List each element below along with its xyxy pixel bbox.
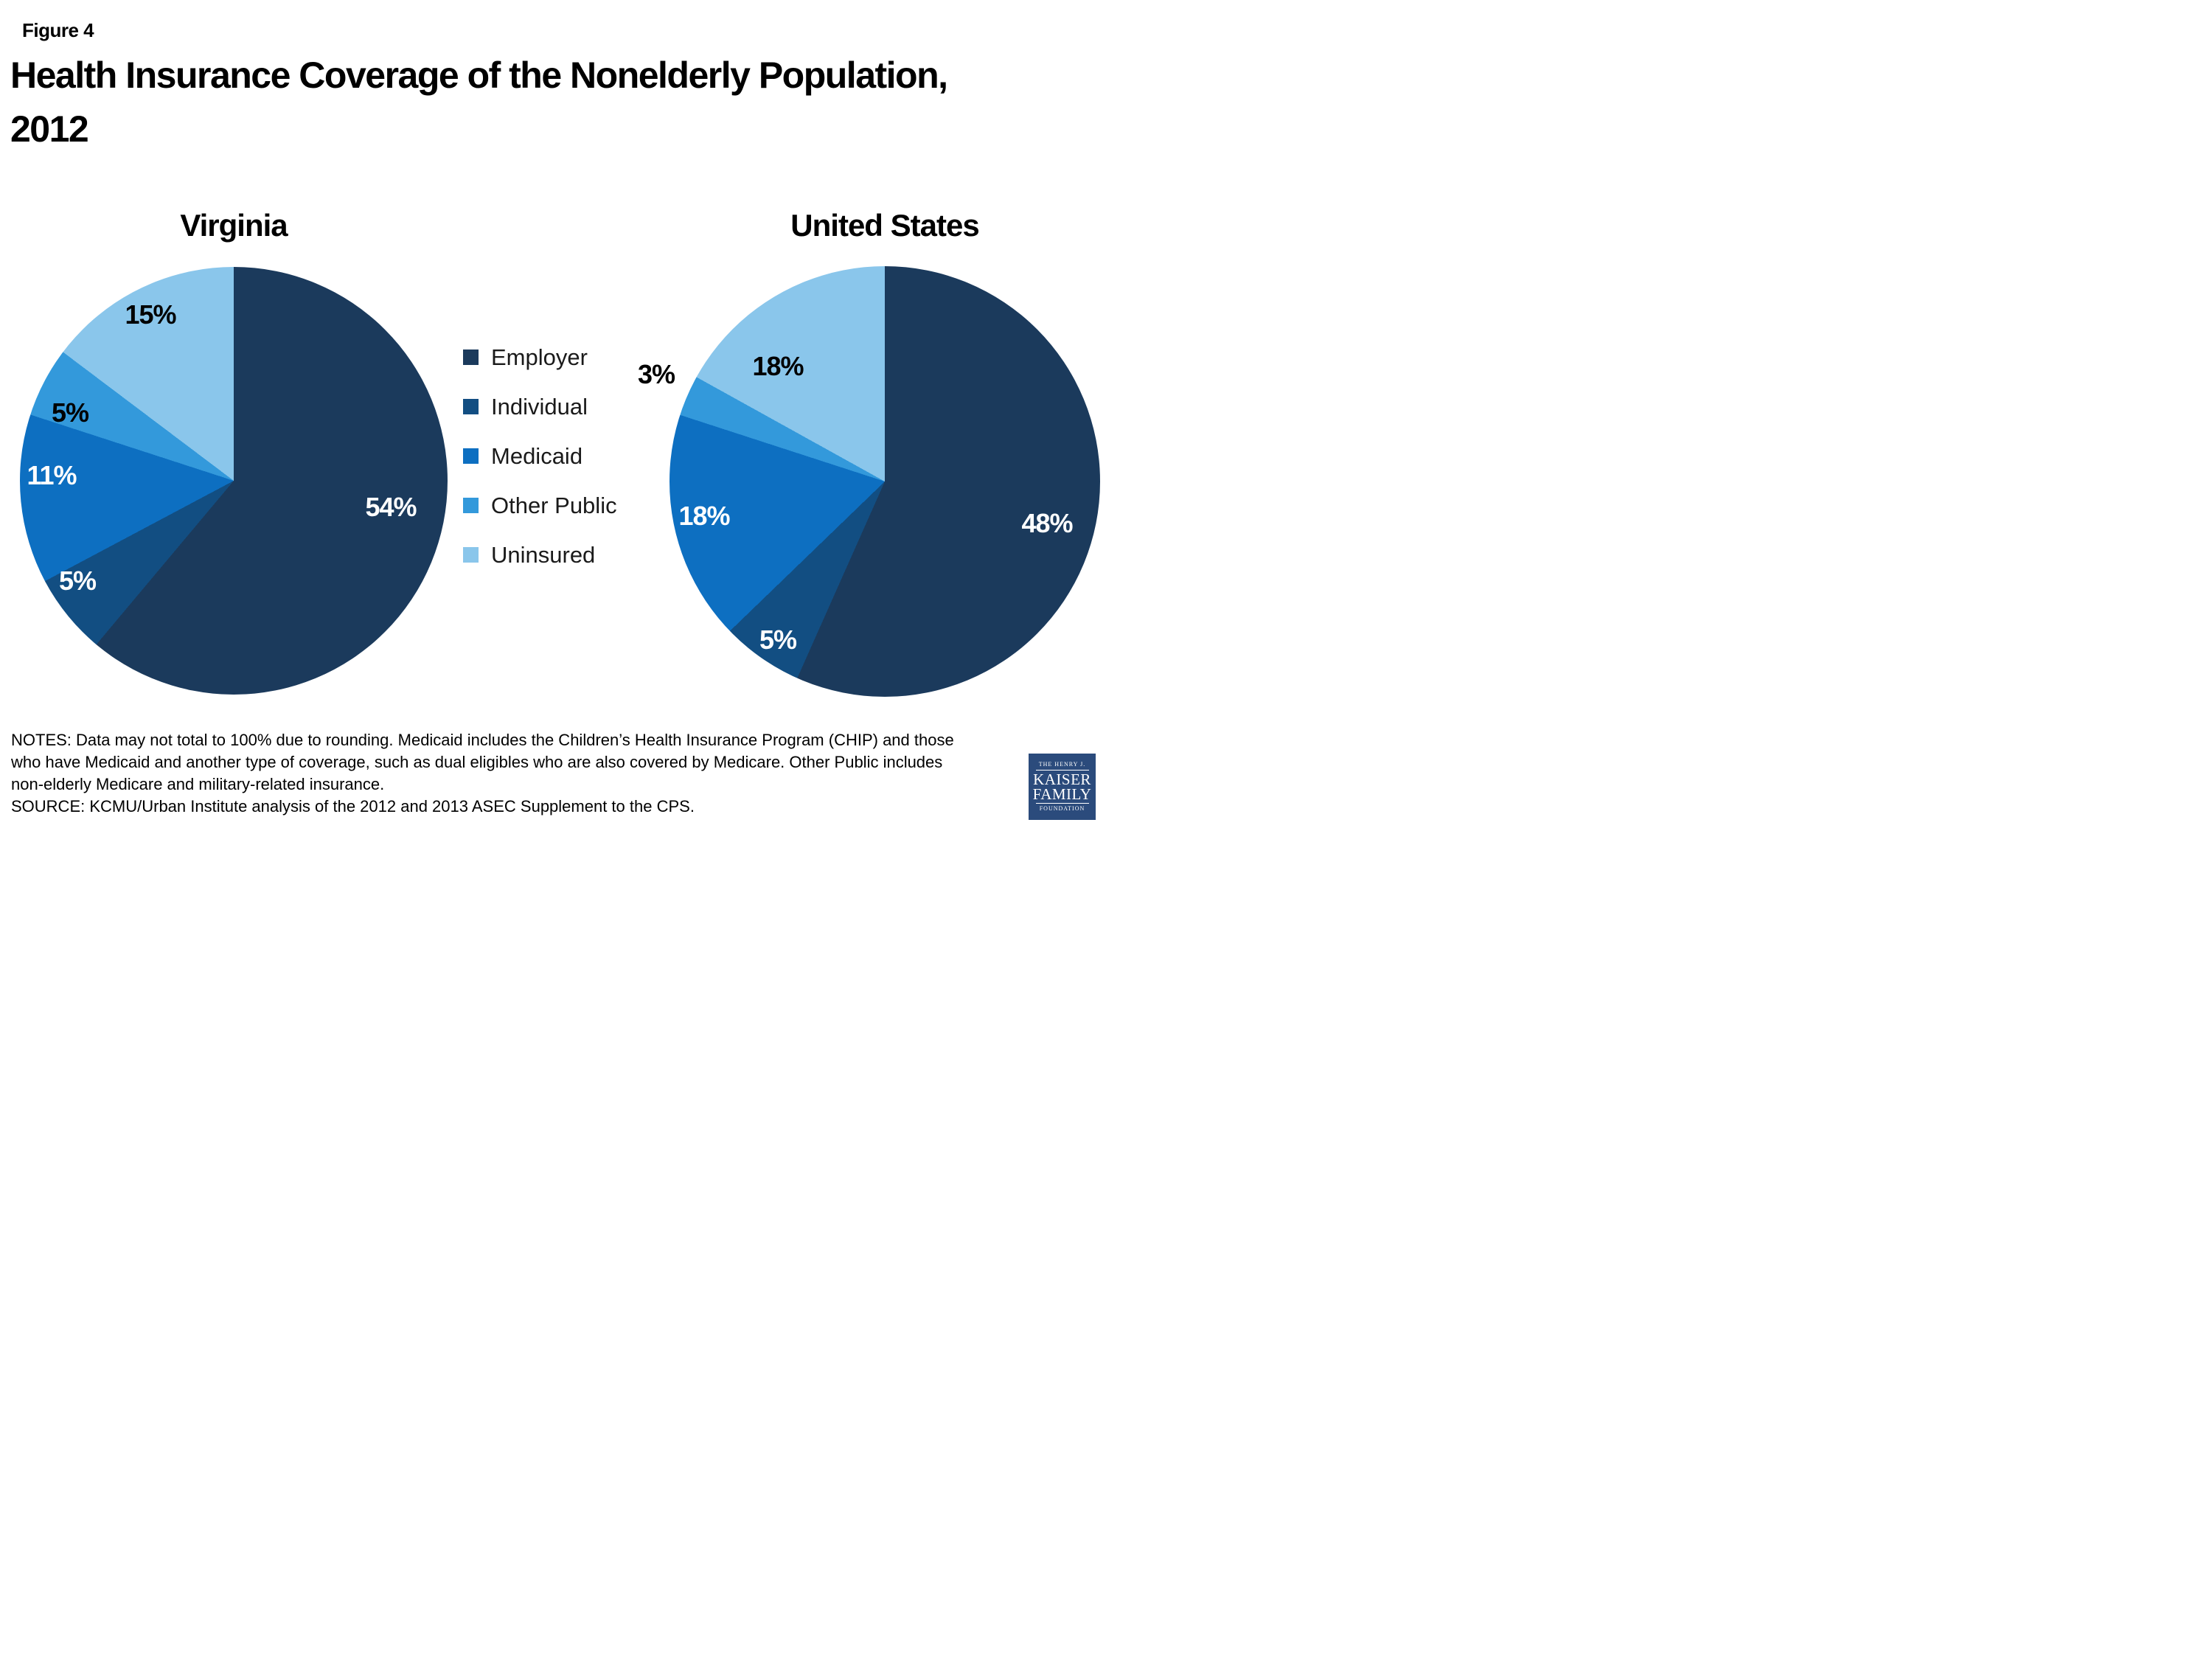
legend-item-other-public: Other Public bbox=[463, 493, 617, 518]
legend-swatch-icon bbox=[463, 399, 479, 414]
slide: Figure 4 Health Insurance Coverage of th… bbox=[0, 0, 1106, 830]
legend-label: Medicaid bbox=[491, 443, 583, 469]
footnotes: NOTES: Data may not total to 100% due to… bbox=[11, 729, 1043, 818]
legend-item-medicaid: Medicaid bbox=[463, 443, 617, 469]
page-title: Health Insurance Coverage of the Nonelde… bbox=[10, 49, 1100, 156]
logo-text-kaiser: KAISER bbox=[1033, 771, 1091, 788]
notes-line: who have Medicaid and another type of co… bbox=[11, 753, 943, 771]
pie-percent-label: 18% bbox=[752, 351, 804, 381]
legend: Employer Individual Medicaid Other Public Un… bbox=[463, 344, 617, 568]
pie-chart-united-states bbox=[669, 266, 1100, 697]
logo-text-foundation: FOUNDATION bbox=[1039, 805, 1085, 812]
legend-item-uninsured: Uninsured bbox=[463, 542, 617, 568]
legend-swatch-icon bbox=[463, 547, 479, 563]
pie-percent-label: 18% bbox=[678, 501, 730, 531]
logo-text-family: FAMILY bbox=[1032, 785, 1092, 803]
source-line: SOURCE: KCMU/Urban Institute analysis of… bbox=[11, 797, 695, 815]
chart-title-virginia: Virginia bbox=[180, 208, 288, 243]
notes-line: non-elderly Medicare and military-relate… bbox=[11, 775, 385, 793]
page-title-line2: 2012 bbox=[10, 108, 89, 150]
legend-label: Individual bbox=[491, 394, 588, 420]
pie-percent-label: 3% bbox=[637, 359, 675, 389]
legend-swatch-icon bbox=[463, 448, 479, 464]
figure-label: Figure 4 bbox=[22, 19, 94, 41]
notes-line: NOTES: Data may not total to 100% due to… bbox=[11, 731, 954, 749]
legend-label: Uninsured bbox=[491, 542, 596, 568]
pie-percent-label: 5% bbox=[759, 625, 797, 655]
logo-rule bbox=[1035, 770, 1089, 771]
legend-swatch-icon bbox=[463, 498, 479, 513]
legend-swatch-icon bbox=[463, 349, 479, 365]
pie-percent-label: 54% bbox=[365, 492, 417, 522]
legend-label: Other Public bbox=[491, 493, 617, 518]
pie-percent-label: 11% bbox=[27, 460, 77, 490]
chart-title-united-states: United States bbox=[790, 208, 979, 243]
legend-label: Employer bbox=[491, 344, 588, 370]
logo-rule bbox=[1035, 803, 1089, 804]
logo-text-top: THE HENRY J. bbox=[1038, 761, 1086, 768]
kaiser-family-foundation-logo: THE HENRY J. KAISER FAMILY FOUNDATION bbox=[1029, 754, 1096, 820]
legend-item-individual: Individual bbox=[463, 394, 617, 420]
pie-chart-virginia bbox=[20, 267, 448, 695]
pie-percent-label: 5% bbox=[51, 397, 89, 428]
page-title-line1: Health Insurance Coverage of the Nonelde… bbox=[10, 55, 948, 96]
legend-item-employer: Employer bbox=[463, 344, 617, 370]
pie-percent-label: 48% bbox=[1021, 508, 1073, 538]
pie-percent-label: 15% bbox=[125, 299, 176, 330]
pie-percent-label: 5% bbox=[58, 566, 97, 596]
